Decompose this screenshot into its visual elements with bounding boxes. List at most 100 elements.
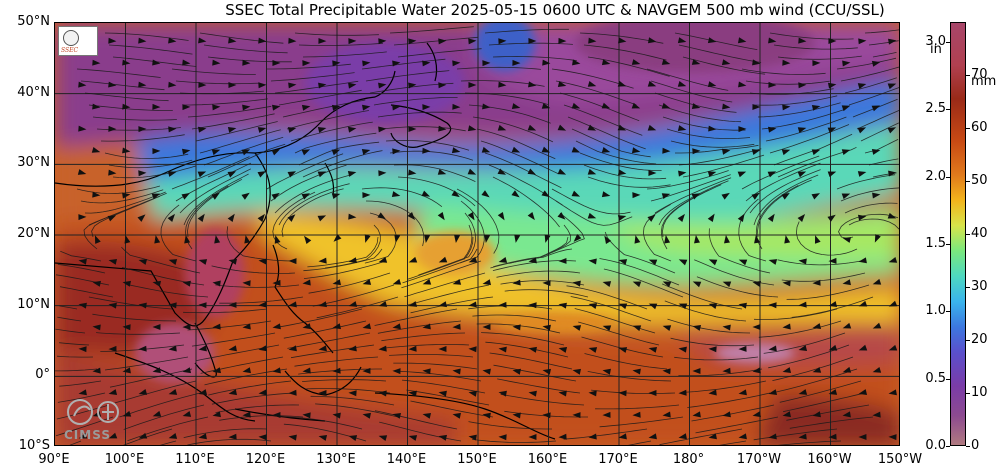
wind-arrow [617, 124, 627, 131]
wind-arrow [872, 366, 882, 373]
wind-streamline [574, 308, 656, 334]
wind-streamline [88, 104, 173, 111]
wind-arrow [767, 213, 775, 222]
wind-arrow [647, 124, 657, 131]
wind-arrow [167, 213, 176, 222]
wind-arrow [722, 411, 731, 418]
wind-streamline [302, 150, 383, 178]
wind-arrow [631, 102, 641, 109]
wind-arrow [721, 148, 731, 155]
wind-arrow [512, 324, 521, 331]
wind-streamline [91, 195, 161, 238]
colorbar-inch-tickmark [946, 176, 950, 178]
wind-arrow [482, 60, 491, 67]
wind-arrow [228, 433, 237, 440]
wind-arrow [738, 259, 748, 266]
wind-streamline [374, 308, 458, 326]
wind-arrow [798, 345, 808, 351]
wind-arrow [871, 60, 881, 67]
wind-arrow [887, 83, 897, 90]
wind-arrow [528, 302, 537, 309]
wind-streamline [361, 58, 446, 70]
wind-streamline [270, 72, 355, 82]
wind-streamline [100, 134, 185, 142]
wind-arrow [228, 37, 237, 44]
wind-streamline [56, 355, 94, 358]
wind-streamline [658, 104, 742, 123]
wind-arrow [708, 346, 717, 353]
wind-arrow [541, 102, 551, 109]
wind-arrow [181, 148, 191, 155]
wind-arrow [811, 149, 821, 156]
wind-arrow [378, 435, 388, 441]
wind-streamline [187, 438, 272, 445]
wind-arrow [557, 168, 567, 175]
wind-streamline [599, 416, 684, 428]
wind-streamline [481, 332, 565, 346]
wind-arrow [678, 389, 687, 396]
wind-streamline [303, 260, 387, 279]
wind-arrow [212, 367, 222, 374]
wind-arrow [272, 367, 281, 374]
wind-arrow [484, 234, 491, 243]
wind-arrow [752, 367, 761, 374]
wind-arrow [811, 193, 820, 200]
wind-streamline [604, 231, 676, 274]
wind-streamline [468, 305, 553, 310]
wind-streamline [365, 200, 425, 247]
wind-arrow [108, 125, 117, 132]
wind-arrow [678, 433, 687, 440]
wind-streamline [776, 368, 858, 393]
wind-arrow [152, 59, 161, 66]
wind-arrow [497, 124, 507, 131]
longitude-label: 120°E [245, 452, 286, 467]
wind-streamline [484, 152, 562, 189]
wind-streamline [603, 268, 684, 298]
wind-arrow [258, 301, 267, 308]
longitude-label: 150°W [877, 452, 923, 467]
wind-arrow [601, 146, 611, 153]
wind-streamline [844, 202, 898, 214]
cimss-logo [67, 399, 119, 425]
wind-streamline [84, 92, 169, 102]
wind-arrow [738, 345, 747, 352]
colorbar-mm-tick: 30 [971, 279, 988, 294]
wind-streamline [279, 416, 363, 430]
wind-arrow [198, 389, 208, 395]
wind-streamline [472, 314, 557, 322]
wind-streamline [160, 204, 197, 262]
wind-streamline [840, 187, 899, 202]
wind-arrow [392, 148, 401, 155]
wind-arrow [514, 234, 521, 243]
wind-arrow [662, 147, 671, 154]
wind-streamline [175, 80, 260, 85]
wind-arrow [301, 104, 311, 111]
wind-arrow [737, 171, 747, 178]
wind-arrow [271, 104, 281, 111]
wind-streamline [563, 104, 643, 136]
wind-streamline [315, 403, 399, 418]
wind-streamline [385, 344, 470, 349]
wind-streamline [783, 392, 866, 413]
wind-arrow [827, 214, 836, 222]
longitude-label: 90°E [38, 452, 70, 467]
wind-arrow [511, 146, 521, 153]
wind-arrow [858, 389, 868, 396]
wind-arrow [602, 368, 611, 375]
wind-streamline [56, 404, 110, 420]
wind-arrow [467, 125, 477, 132]
wind-arrow [122, 103, 131, 110]
wind-streamline [316, 296, 399, 319]
wind-streamline [848, 218, 899, 230]
wind-arrow [768, 389, 778, 396]
wind-arrow [437, 168, 447, 175]
wind-arrow [138, 302, 147, 309]
colorbar-mm-tickmark [966, 340, 970, 341]
wind-streamline [104, 32, 189, 41]
wind-arrow [408, 82, 417, 89]
wind-arrow [827, 171, 837, 178]
wind-streamline [207, 143, 286, 178]
wind-arrow [242, 280, 251, 287]
wind-arrow [91, 147, 101, 153]
wind-arrow [332, 412, 341, 419]
